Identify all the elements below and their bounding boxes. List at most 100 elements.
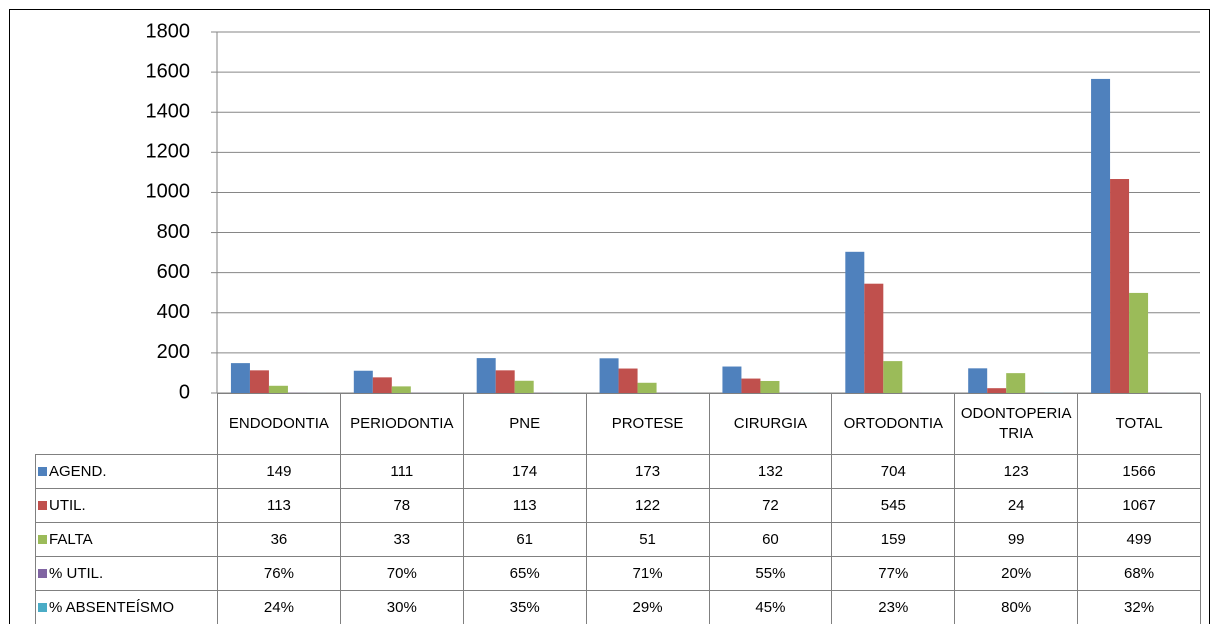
- data-label: 60: [708, 522, 833, 557]
- data-label: 132: [708, 454, 833, 489]
- data-table: ENDODONTIA PERIODONTIA PNE PROTESE CIRURGIA O…: [35, 393, 1201, 624]
- legend-label: % UTIL.: [49, 564, 104, 582]
- bar: [230, 363, 250, 393]
- data-label: 72: [708, 488, 833, 523]
- y-tick-label: 200: [157, 341, 190, 363]
- table-row: % ABSENTEÍSMO 24% 30% 35% 29% 45% 23% 80% 32%: [35, 590, 1201, 624]
- data-label: 45%: [708, 590, 833, 624]
- bar: [864, 283, 884, 393]
- legend-swatch: [38, 500, 47, 510]
- bar: [599, 358, 619, 393]
- y-tick-label: 1000: [146, 181, 191, 203]
- legend-entry: UTIL.: [35, 488, 218, 523]
- data-label: 36: [217, 522, 341, 557]
- legend-swatch: [38, 534, 47, 544]
- data-label: 122: [585, 488, 710, 523]
- y-tick-label: 1800: [146, 20, 191, 42]
- data-label: 174: [462, 454, 587, 489]
- bar: [618, 368, 638, 393]
- legend-swatch: [38, 466, 47, 476]
- data-label: 76%: [217, 556, 341, 591]
- data-label: 111: [339, 454, 464, 489]
- bar: [391, 386, 411, 393]
- y-tick-label: 1200: [146, 141, 191, 163]
- x-tick-label: ENDODONTIA: [217, 393, 341, 455]
- data-label: 23%: [831, 590, 956, 624]
- data-label: 113: [217, 488, 341, 523]
- bar: [637, 382, 657, 393]
- data-label: 159: [831, 522, 956, 557]
- data-label: 545: [831, 488, 956, 523]
- data-label: 29%: [585, 590, 710, 624]
- bar: [268, 385, 288, 393]
- bar: [1006, 373, 1026, 393]
- data-label: 77%: [831, 556, 956, 591]
- data-label: 68%: [1077, 556, 1201, 591]
- x-tick-label: ODONTOPERIATRIA: [954, 393, 1079, 455]
- legend-label: FALTA: [49, 530, 93, 548]
- data-label: 149: [217, 454, 341, 489]
- bar: [741, 378, 761, 393]
- data-label: 35%: [462, 590, 587, 624]
- data-label: 173: [585, 454, 710, 489]
- table-header: ENDODONTIA PERIODONTIA PNE PROTESE CIRURGIA O…: [35, 393, 1201, 455]
- bar: [1091, 78, 1111, 394]
- bar: [495, 370, 515, 393]
- bar: [476, 358, 496, 393]
- x-tick-label: CIRURGIA: [708, 393, 833, 455]
- data-label: 113: [462, 488, 587, 523]
- data-label: 80%: [954, 590, 1079, 624]
- y-tick-label: 800: [157, 221, 190, 243]
- data-label: 1566: [1077, 454, 1201, 489]
- y-tick-label: 1400: [146, 101, 191, 123]
- data-label: 499: [1077, 522, 1201, 557]
- legend-entry: AGEND.: [35, 454, 218, 489]
- data-label: 123: [954, 454, 1079, 489]
- data-label: 24%: [217, 590, 341, 624]
- bar: [372, 377, 392, 393]
- bar: [514, 380, 534, 393]
- legend-entry: % ABSENTEÍSMO: [35, 590, 218, 624]
- data-label: 32%: [1077, 590, 1201, 624]
- bar: [353, 370, 373, 393]
- bar: [1129, 292, 1149, 393]
- table-row: UTIL. 113 78 113 122 72 545 24 1067: [35, 488, 1201, 523]
- data-label: 20%: [954, 556, 1079, 591]
- legend-swatch: [38, 568, 47, 578]
- bar: [845, 251, 865, 393]
- data-label: 24: [954, 488, 1079, 523]
- data-label: 704: [831, 454, 956, 489]
- data-label: 1067: [1077, 488, 1201, 523]
- blank-cell: [35, 393, 218, 455]
- data-label: 70%: [339, 556, 464, 591]
- legend-entry: FALTA: [35, 522, 218, 557]
- data-label: 99: [954, 522, 1079, 557]
- bar: [249, 370, 269, 393]
- data-label: 65%: [462, 556, 587, 591]
- data-label: 61: [462, 522, 587, 557]
- bar: [760, 380, 780, 393]
- legend-label: AGEND.: [49, 462, 107, 480]
- table-row: % UTIL. 76% 70% 65% 71% 55% 77% 20% 68%: [35, 556, 1201, 591]
- table-row: AGEND. 149 111 174 173 132 704 123 1566: [35, 454, 1201, 489]
- x-tick-label: PNE: [462, 393, 587, 455]
- bar: [968, 368, 988, 393]
- legend-swatch: [38, 602, 47, 612]
- data-label: 51: [585, 522, 710, 557]
- data-label: 55%: [708, 556, 833, 591]
- bar: [883, 361, 903, 393]
- bar: [722, 366, 742, 393]
- y-tick-label: 0: [179, 381, 190, 403]
- data-label: 71%: [585, 556, 710, 591]
- data-label: 78: [339, 488, 464, 523]
- x-tick-label: ORTODONTIA: [831, 393, 956, 455]
- bar: [1110, 179, 1130, 393]
- y-tick-label: 400: [157, 301, 190, 323]
- legend-entry: % UTIL.: [35, 556, 218, 591]
- x-tick-label: PROTESE: [585, 393, 710, 455]
- x-tick-label: TOTAL: [1077, 393, 1201, 455]
- data-label: 33: [339, 522, 464, 557]
- legend-label: UTIL.: [49, 496, 86, 514]
